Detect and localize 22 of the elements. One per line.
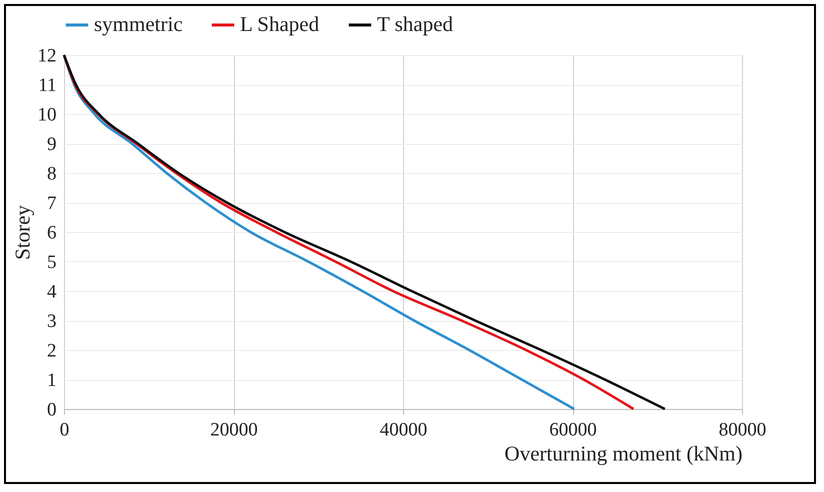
y-tick-label: 9: [47, 134, 56, 155]
x-tick-label: 20000: [210, 420, 258, 440]
x-tick-label: 80000: [718, 420, 766, 440]
y-tick-label: 0: [47, 400, 56, 420]
legend-label: symmetric: [94, 12, 183, 36]
legend-label: T shaped: [377, 12, 454, 36]
y-tick-label: 4: [47, 282, 57, 302]
x-tick-label: 60000: [549, 420, 597, 440]
x-axis-title: Overturning moment (kNm): [504, 442, 743, 466]
y-tick-label: 7: [47, 193, 56, 214]
y-tick-label: 8: [47, 164, 56, 184]
x-tick-label: 40000: [380, 420, 428, 440]
y-tick-label: 1: [47, 370, 56, 391]
y-tick-label: 5: [47, 252, 56, 273]
y-tick-label: 10: [38, 104, 56, 126]
y-tick-label: 2: [47, 340, 56, 362]
y-tick-label: 6: [47, 222, 56, 244]
y-tick-label: 11: [38, 75, 56, 96]
y-tick-label: 3: [47, 311, 56, 332]
y-tick-label: 12: [38, 46, 56, 66]
y-axis-title: Storey: [10, 204, 34, 260]
legend-label: L Shaped: [240, 12, 320, 36]
